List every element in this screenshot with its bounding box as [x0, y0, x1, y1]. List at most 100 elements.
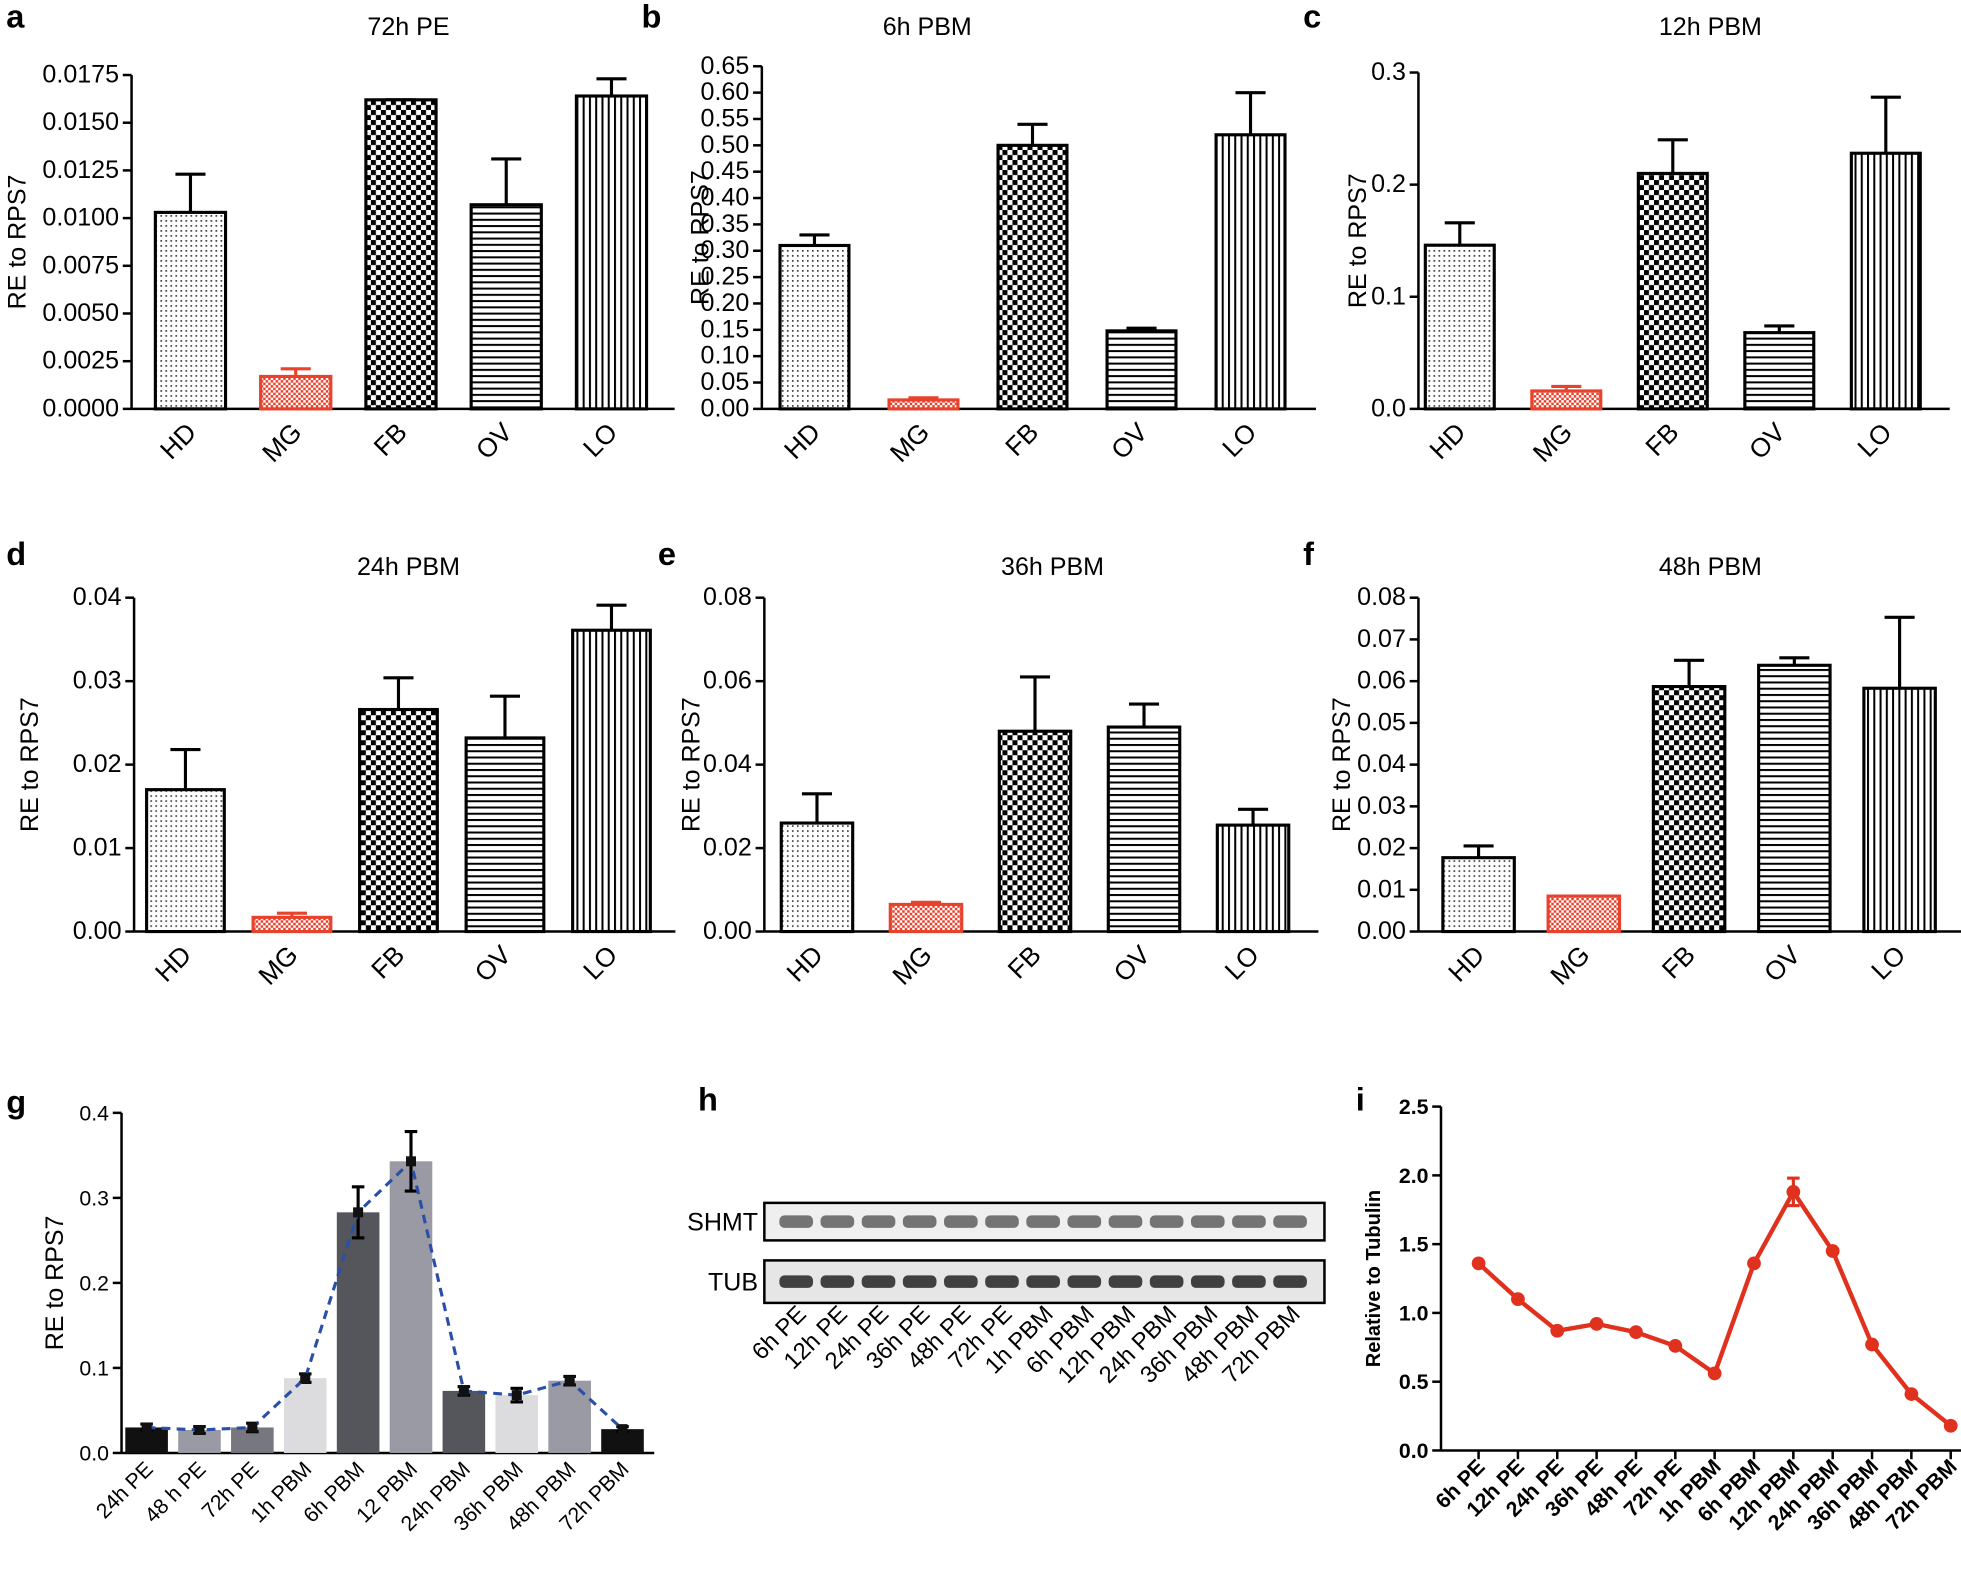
bar: [145, 788, 226, 934]
x-tick-label: MG: [887, 940, 938, 991]
y-tick-label: 0.04: [73, 583, 122, 611]
y-tick-label: 0.00: [73, 917, 122, 945]
point: [1825, 1244, 1840, 1258]
y-tick-label: 0.04: [1357, 750, 1406, 778]
blot-band: [1026, 1275, 1060, 1288]
y-tick-label: 0.0125: [42, 156, 119, 184]
point: [1707, 1366, 1722, 1381]
y-tick-label: 0.15: [701, 315, 750, 343]
trend-line: [146, 1158, 624, 1432]
error-bar: [1128, 702, 1160, 728]
error-bar: [383, 676, 414, 710]
blot-band: [1108, 1215, 1143, 1228]
blot-row-label: TUB: [708, 1268, 758, 1296]
error-bar: [801, 792, 833, 824]
error-bar: [1444, 221, 1475, 246]
y-tick-label: 0.05: [701, 368, 750, 396]
blot-band: [902, 1215, 937, 1228]
bar: [178, 1430, 221, 1453]
bar: [571, 628, 652, 934]
blot-band: [1149, 1275, 1184, 1288]
blot-band: [1273, 1215, 1307, 1228]
blot-band: [779, 1215, 814, 1228]
y-tick-label: 0.1: [1371, 282, 1406, 310]
point-marker: [247, 1422, 258, 1433]
y-tick-label: 0.03: [1357, 792, 1406, 820]
bar: [389, 1161, 433, 1453]
blot-band: [1273, 1275, 1307, 1288]
y-tick-label: 0.06: [703, 667, 752, 695]
blot-band: [1067, 1215, 1102, 1228]
panel-letter: c: [1303, 0, 1321, 35]
blot-band: [944, 1215, 978, 1228]
blot-band: [820, 1215, 855, 1228]
y-tick-label: 0.55: [701, 105, 750, 133]
blot-band: [1190, 1275, 1225, 1288]
bar: [778, 243, 851, 411]
panel-letter: h: [698, 1081, 718, 1117]
y-tick-label: 0.3: [79, 1186, 109, 1210]
x-tick-label: HD: [1442, 940, 1490, 988]
bar: [1757, 663, 1832, 934]
error-bar: [170, 748, 201, 790]
y-tick-label: 2.5: [1399, 1095, 1429, 1119]
error-bar: [175, 172, 206, 213]
blot-band: [861, 1215, 896, 1228]
error-bar: [1017, 122, 1048, 146]
point: [1629, 1325, 1643, 1340]
bar: [997, 729, 1073, 934]
y-axis-label: RE to RPS7: [3, 175, 31, 310]
x-tick-label: OV: [1108, 939, 1156, 987]
chart-title: 24h PBM: [357, 553, 460, 581]
x-tick-label: HD: [149, 940, 197, 988]
y-tick-label: 0.0100: [42, 204, 119, 232]
point: [1865, 1337, 1879, 1352]
blot-band: [985, 1215, 1019, 1228]
blot-band: [779, 1275, 814, 1288]
error-bar: [1463, 844, 1494, 858]
y-tick-label: 0.65: [701, 52, 750, 80]
panel-letter: f: [1303, 536, 1314, 572]
bar: [887, 398, 960, 411]
point-marker: [511, 1390, 522, 1401]
panel-letter: b: [642, 0, 662, 35]
y-tick-label: 0.3: [1371, 58, 1406, 86]
y-axis-label: RE to RPS7: [41, 1216, 69, 1351]
y-tick-label: 1.5: [1399, 1233, 1429, 1257]
y-tick-label: 0.0000: [42, 394, 119, 422]
bar: [336, 1212, 380, 1453]
y-tick-label: 0.0: [1371, 394, 1406, 422]
blot-band: [1108, 1275, 1143, 1288]
y-axis-label: RE to RPS7: [1344, 173, 1372, 308]
y-tick-label: 0.2: [79, 1271, 109, 1295]
bar: [1214, 133, 1287, 411]
x-tick-label: HD: [778, 417, 826, 465]
x-tick-label: HD: [781, 940, 829, 988]
point-marker: [141, 1422, 152, 1433]
x-tick-label: LO: [577, 940, 623, 986]
x-tick-label: OV: [1743, 417, 1791, 465]
bar: [1530, 389, 1603, 411]
y-tick-label: 0.1: [79, 1356, 109, 1380]
point: [1511, 1292, 1525, 1307]
blot-row-label: SHMT: [687, 1208, 758, 1236]
bar: [996, 143, 1069, 411]
x-tick-label: MG: [1544, 940, 1595, 991]
point-marker: [458, 1385, 469, 1396]
y-tick-label: 0.01: [73, 834, 122, 862]
point-marker: [194, 1425, 205, 1436]
panel-letter: i: [1356, 1081, 1365, 1117]
y-tick-label: 0.20: [701, 289, 750, 317]
chart-title: 12h PBM: [1659, 13, 1762, 41]
y-tick-label: 0.04: [703, 750, 752, 778]
blot-band: [985, 1275, 1019, 1288]
point: [1943, 1418, 1958, 1433]
bar: [364, 98, 438, 411]
bar: [779, 821, 855, 934]
y-tick-label: 0.0175: [42, 61, 119, 89]
x-tick-label: FB: [365, 940, 410, 985]
bar: [1105, 329, 1178, 411]
point: [1589, 1317, 1604, 1331]
y-tick-label: 0.08: [703, 583, 752, 611]
blot-band: [902, 1275, 937, 1288]
